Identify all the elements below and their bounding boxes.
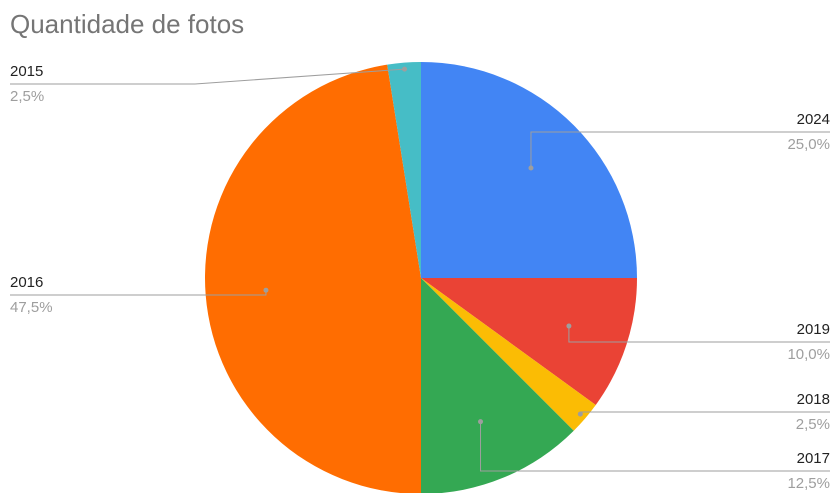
leader-dot <box>566 323 572 329</box>
slice-value-label: 2,5% <box>796 416 830 433</box>
pie-slice <box>205 64 421 493</box>
leader-dot <box>577 411 583 417</box>
pie-slice <box>387 62 421 278</box>
slice-label: 2017 <box>797 450 830 467</box>
pie-slice <box>421 62 637 278</box>
leader-line <box>530 131 830 169</box>
leader-dot <box>263 287 269 293</box>
slice-label: 2019 <box>797 321 830 338</box>
slice-label: 2016 <box>10 274 43 291</box>
slice-label: 2018 <box>797 391 830 408</box>
slice-label: 2024 <box>797 111 830 128</box>
leader-line <box>480 421 830 472</box>
chart-title: Quantidade de fotos <box>10 9 244 39</box>
leader-line <box>579 411 830 415</box>
leader-line <box>10 68 405 85</box>
leader-line <box>568 326 830 343</box>
slice-label: 2015 <box>10 63 43 80</box>
slice-value-label: 47,5% <box>10 299 53 316</box>
slice-value-label: 2,5% <box>10 88 44 105</box>
leader-dot <box>402 66 408 72</box>
slice-value-label: 12,5% <box>787 475 830 492</box>
slice-value-label: 25,0% <box>787 136 830 153</box>
pie-slice <box>421 278 637 405</box>
slice-value-label: 10,0% <box>787 346 830 363</box>
pie-slice <box>421 278 574 493</box>
pie-slice <box>421 278 596 431</box>
leader-dot <box>478 419 484 425</box>
leader-dot <box>528 165 534 171</box>
